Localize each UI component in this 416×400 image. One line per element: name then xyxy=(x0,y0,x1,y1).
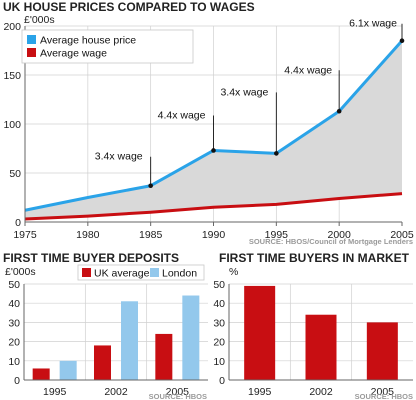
chart-title: FIRST TIME BUYER DEPOSITS xyxy=(3,251,179,265)
bar xyxy=(94,345,111,380)
y-tick-label: 100 xyxy=(3,119,21,131)
y-tick-label: 50 xyxy=(8,279,20,291)
wage-line xyxy=(24,192,403,221)
x-tick-label: 1995 xyxy=(43,386,67,398)
y-tick-label: 0 xyxy=(219,375,225,387)
y-axis-unit: £'000s xyxy=(5,266,36,278)
annotation-point xyxy=(274,151,279,156)
y-axis-unit: % xyxy=(229,266,238,278)
annotation-label: 4.4x wage xyxy=(158,109,206,121)
legend-box xyxy=(77,264,205,281)
x-tick-label: 2002 xyxy=(309,386,333,398)
gap-area xyxy=(25,40,402,220)
y-tick-label: 30 xyxy=(213,317,225,329)
annotation-point xyxy=(399,38,405,43)
legend-label-wage: Average wage xyxy=(40,48,107,60)
y-tick-label: 20 xyxy=(213,337,225,349)
y-tick-label: 30 xyxy=(8,317,20,329)
x-tick-label: 2005 xyxy=(390,229,414,241)
annotation-point xyxy=(336,108,342,114)
bar xyxy=(366,322,398,380)
bar xyxy=(121,301,138,380)
annotation-label: 4.4x wage xyxy=(284,64,332,76)
x-tick-label: 2005 xyxy=(166,386,190,398)
y-tick-label: 0 xyxy=(14,375,20,387)
bar xyxy=(182,295,200,380)
source-note: SOURCE: HBOS xyxy=(149,392,207,400)
legend-swatch-wage xyxy=(27,48,36,57)
bar xyxy=(155,333,173,380)
y-tick-label: 10 xyxy=(213,356,225,368)
y-tick-label: 40 xyxy=(8,298,20,310)
y-tick-label: 50 xyxy=(9,168,21,180)
bar xyxy=(244,285,276,380)
legend-label-london: London xyxy=(162,268,197,280)
x-tick-label: 1995 xyxy=(248,386,272,398)
annotation-point xyxy=(211,148,216,153)
house-price-chart: UK HOUSE PRICES COMPARED TO WAGES £'000s… xyxy=(3,0,414,246)
deposits-chart: FIRST TIME BUYER DEPOSITS £'000s UK aver… xyxy=(3,251,208,400)
annotation-label: 6.1x wage xyxy=(349,18,397,30)
x-tick-label: 2005 xyxy=(371,386,395,398)
x-tick-label: 1990 xyxy=(202,229,226,241)
bar xyxy=(59,360,77,380)
annotation-point xyxy=(148,183,153,189)
x-tick-label: 1975 xyxy=(13,229,37,241)
chart-title: UK HOUSE PRICES COMPARED TO WAGES xyxy=(3,0,255,14)
legend-swatch-london xyxy=(150,268,159,277)
bar xyxy=(32,368,50,380)
x-tick-label: 1985 xyxy=(139,229,163,241)
x-tick-label: 2000 xyxy=(327,229,351,241)
legend-box xyxy=(21,29,194,64)
x-tick-label: 2002 xyxy=(104,386,128,398)
y-tick-label: 150 xyxy=(3,70,21,82)
legend-swatch-uk-average xyxy=(82,268,91,277)
chart-title: FIRST TIME BUYERS IN MARKET xyxy=(219,251,410,265)
legend: Average house price Average wage xyxy=(21,29,194,64)
annotation-label: 3.4x wage xyxy=(95,151,143,163)
y-axis-unit: £'000s xyxy=(24,14,55,26)
legend-swatch-house-price xyxy=(27,35,36,44)
x-tick-label: 1995 xyxy=(265,229,289,241)
annotation-label: 3.4x wage xyxy=(220,86,268,98)
legend-label-house-price: Average house price xyxy=(40,35,136,47)
x-tick-label: 1980 xyxy=(76,229,100,241)
source-note: SOURCE: HBOS xyxy=(355,392,413,400)
legend-label-uk-average: UK average xyxy=(94,268,150,280)
y-tick-label: 50 xyxy=(213,279,225,291)
legend: UK average London xyxy=(77,264,205,281)
y-tick-label: 0 xyxy=(15,217,21,229)
bar xyxy=(305,314,337,380)
y-tick-label: 10 xyxy=(8,356,20,368)
source-note: SOURCE: HBOS/Council of Mortgage Lenders xyxy=(249,237,413,246)
first-time-buyers-chart: FIRST TIME BUYERS IN MARKET % 0 10 20 30 40 5… xyxy=(213,251,413,400)
y-tick-label: 40 xyxy=(213,298,225,310)
y-tick-label: 20 xyxy=(8,337,20,349)
y-tick-label: 200 xyxy=(3,21,21,33)
